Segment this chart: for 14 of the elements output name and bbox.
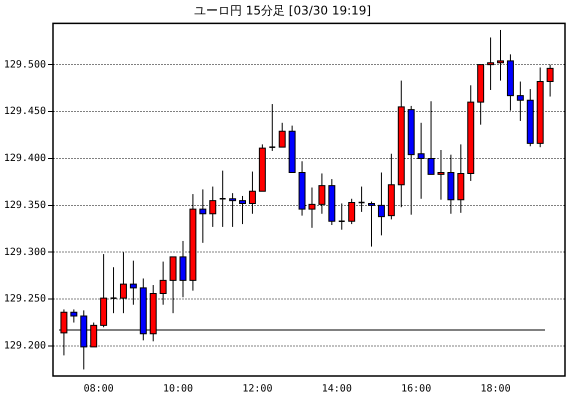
chart-title: ユーロ円 15分足 [03/30 19:19] <box>194 3 372 18</box>
y-tick-label: 129.250 <box>4 294 46 305</box>
y-tick-label: 129.350 <box>4 200 46 211</box>
x-tick-label: 12:00 <box>242 384 272 395</box>
y-tick-label: 129.450 <box>4 106 46 118</box>
x-tick-label: 16:00 <box>401 384 432 395</box>
x-tick-label: 10:00 <box>162 384 194 395</box>
y-tick-label: 129.300 <box>4 246 46 258</box>
y-tick-label: 129.500 <box>4 59 46 70</box>
x-tick-label: 18:00 <box>480 384 511 395</box>
x-tick-label: 08:00 <box>84 384 114 395</box>
y-tick-label: 129.400 <box>4 153 46 164</box>
y-tick-label: 129.200 <box>4 340 46 352</box>
x-tick-label: 14:00 <box>322 384 352 395</box>
